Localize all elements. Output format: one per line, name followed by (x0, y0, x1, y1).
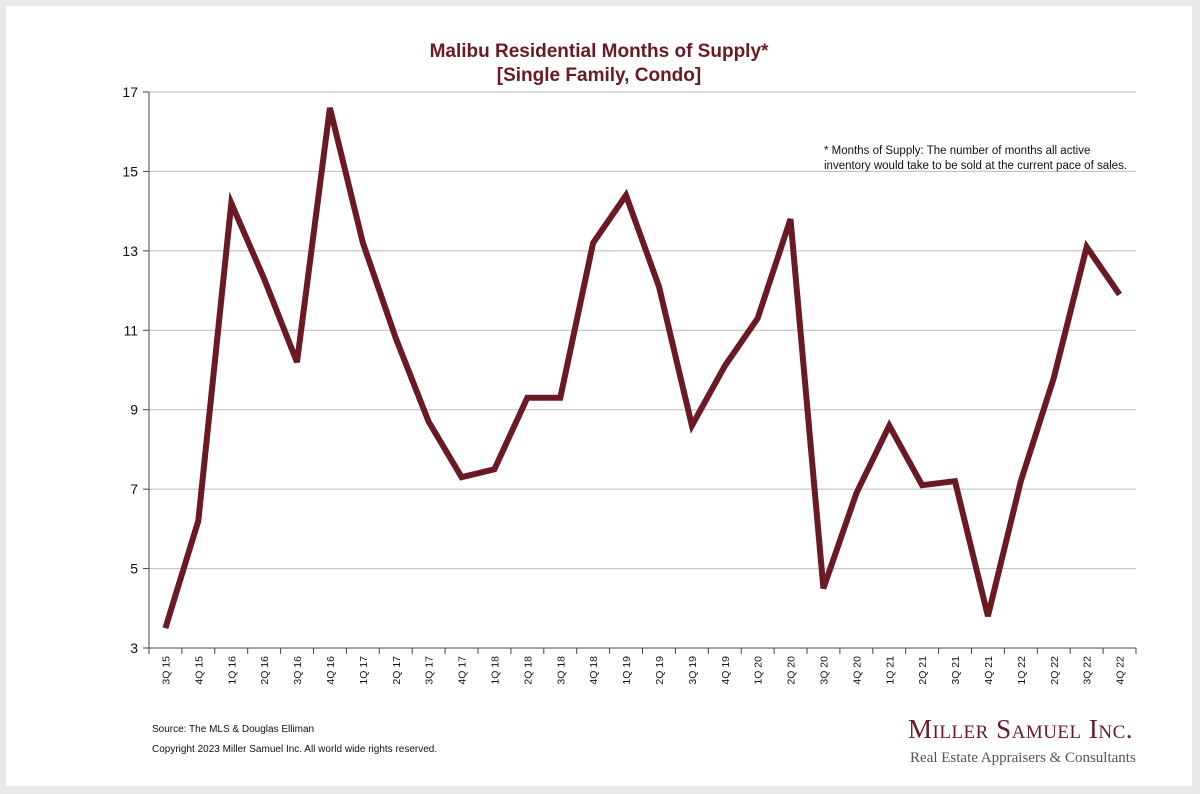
y-tick-label-5: 5 (130, 561, 138, 577)
x-tick-label-5: 4Q 16 (325, 656, 337, 685)
x-tick-label-22: 1Q 21 (884, 656, 896, 685)
x-tick-label-9: 4Q 17 (457, 656, 469, 685)
x-tick-label-1: 4Q 15 (193, 656, 205, 685)
x-tick-label-21: 4Q 20 (851, 656, 863, 685)
x-tick-label-6: 1Q 17 (358, 656, 370, 685)
footnote-line-2: inventory would take to be sold at the c… (824, 160, 1128, 172)
x-tick-label-12: 3Q 18 (555, 656, 567, 685)
brand-tagline: Real Estate Appraisers & Consultants (910, 750, 1136, 766)
x-tick-label-29: 4Q 22 (1115, 656, 1127, 685)
x-tick-label-0: 3Q 15 (160, 656, 172, 685)
y-tick-label-17: 17 (122, 84, 138, 100)
x-tick-label-19: 2Q 20 (786, 656, 798, 685)
x-tick-label-8: 3Q 17 (424, 656, 436, 685)
x-tick-label-20: 3Q 20 (818, 656, 830, 685)
footnote-line-1: * Months of Supply: The number of months… (824, 145, 1091, 157)
x-tick-label-7: 2Q 17 (391, 656, 403, 685)
chart-frame: Malibu Residential Months of Supply* [Si… (6, 6, 1192, 786)
y-tick-label-13: 13 (122, 243, 138, 259)
chart-title: Malibu Residential Months of Supply* [Si… (6, 40, 1192, 88)
x-tick-label-2: 1Q 16 (226, 656, 238, 685)
x-tick-label-4: 3Q 16 (292, 656, 304, 685)
y-tick-label-9: 9 (130, 402, 138, 418)
months-of-supply-footnote: * Months of Supply: The number of months… (824, 144, 1184, 174)
line-chart: 3 5 7 9 11 13 15 17 3Q 15 4Q 15 1Q 16 2Q 16 3Q 16 4Q … (122, 84, 1137, 685)
x-tick-label-16: 3Q 19 (687, 656, 699, 685)
x-tick-label-10: 1Q 18 (489, 656, 501, 685)
x-tick-label-18: 1Q 20 (753, 656, 765, 685)
x-tick-label-14: 1Q 19 (621, 656, 633, 685)
x-tick-label-3: 2Q 16 (259, 656, 271, 685)
y-tick-label-15: 15 (122, 163, 138, 179)
x-tick-label-17: 4Q 19 (720, 656, 732, 685)
series-line-0 (162, 107, 1122, 629)
x-tick-label-27: 2Q 22 (1049, 656, 1061, 685)
x-tick-label-26: 1Q 22 (1016, 656, 1028, 685)
chart-title-line-1: Malibu Residential Months of Supply* (429, 41, 769, 62)
y-tick-label-3: 3 (130, 640, 138, 656)
x-tick-label-25: 4Q 21 (983, 656, 995, 685)
source-note: Source: The MLS & Douglas Elliman (152, 724, 315, 735)
y-tick-label-7: 7 (130, 481, 138, 497)
chart-title-line-2: [Single Family, Condo] (496, 65, 702, 86)
copyright-note: Copyright 2023 Miller Samuel Inc. All wo… (152, 744, 438, 755)
y-tick-label-11: 11 (123, 322, 138, 338)
x-tick-label-15: 2Q 19 (654, 656, 666, 685)
x-tick-label-24: 3Q 21 (950, 656, 962, 685)
brand-logo-name: Miller Samuel Inc. (908, 714, 1134, 744)
x-tick-label-28: 3Q 22 (1082, 656, 1094, 685)
x-tick-label-23: 2Q 21 (917, 656, 929, 685)
x-tick-label-13: 4Q 18 (588, 656, 600, 685)
x-tick-label-11: 2Q 18 (522, 656, 534, 685)
